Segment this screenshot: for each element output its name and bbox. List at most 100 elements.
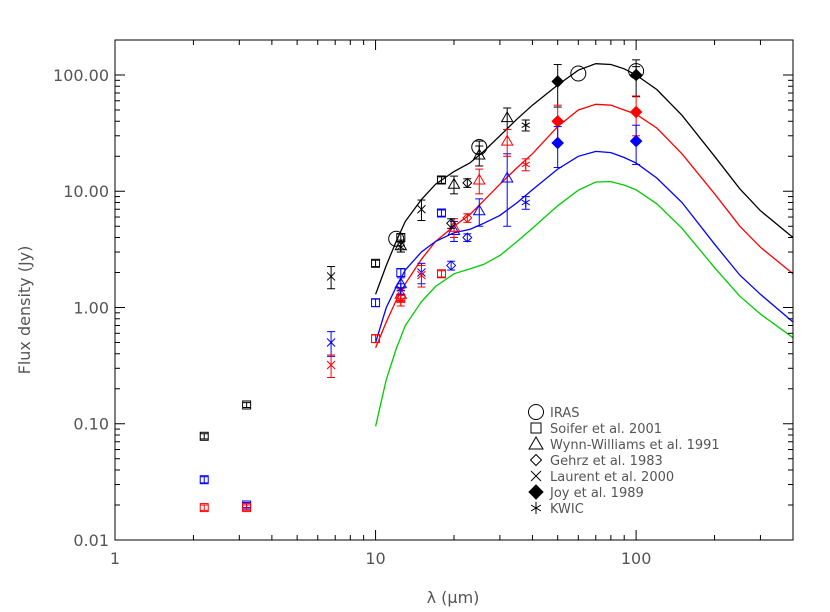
legend-label: KWIC [550, 502, 584, 517]
square-marker [371, 298, 381, 308]
circle-marker [388, 230, 405, 247]
legend-item: Wynn-Williams et al. 1991 [528, 436, 720, 453]
filled-diamond-marker [528, 484, 544, 500]
data-point [417, 199, 426, 222]
data-point [500, 153, 514, 227]
data-points [199, 59, 645, 513]
data-point [242, 400, 252, 410]
asterisk-marker [396, 295, 406, 306]
square-marker [371, 258, 381, 268]
asterisk-marker [530, 502, 542, 514]
triangle-marker [472, 173, 486, 185]
data-point [462, 212, 473, 223]
data-point [447, 175, 461, 195]
data-point [396, 268, 406, 278]
asterisk-marker [521, 120, 530, 130]
legend-item: IRAS [528, 404, 580, 421]
diamond-marker [462, 232, 473, 243]
filled-diamond-marker [629, 134, 643, 148]
data-point [436, 269, 446, 279]
diamond-marker [446, 218, 457, 229]
data-point [500, 128, 514, 157]
triangle-marker [500, 111, 514, 123]
triangle-marker [500, 134, 514, 146]
data-point [242, 503, 252, 513]
square-marker [242, 503, 252, 513]
data-point [199, 431, 209, 441]
data-point [199, 475, 209, 485]
x-tick-label: 100 [621, 549, 652, 568]
filled-diamond-marker [551, 75, 564, 88]
data-point [396, 283, 406, 295]
data-point [446, 218, 457, 229]
y-tick-label: 0.01 [73, 531, 109, 550]
circle-marker [570, 65, 587, 82]
y-tick-label: 0.10 [73, 415, 109, 434]
legend-label: Wynn-Williams et al. 1991 [550, 438, 720, 453]
square-marker [436, 208, 446, 218]
x-tick-label: 10 [365, 549, 385, 568]
diamond-marker [462, 177, 473, 188]
data-point [551, 126, 564, 169]
y-tick-label: 10.00 [63, 182, 109, 201]
cross-marker [417, 270, 426, 280]
legend-label: Gehrz et al. 1983 [550, 454, 663, 469]
triangle-marker [472, 204, 486, 216]
data-point [326, 354, 336, 378]
legend-label: Laurent et al. 2000 [550, 470, 674, 485]
cross-marker [417, 204, 426, 214]
legend-label: Joy et al. 1989 [549, 486, 644, 501]
x-axis-ticks: 1 10 100 [110, 40, 794, 568]
diamond-marker [446, 260, 457, 271]
square-marker [436, 269, 446, 279]
data-point [521, 196, 530, 210]
legend-item: KWIC [530, 502, 584, 517]
filled-diamond-marker [629, 68, 643, 82]
data-point [472, 145, 486, 167]
triangle-marker [528, 436, 544, 450]
legend-item: Joy et al. 1989 [528, 484, 644, 501]
data-point [396, 294, 406, 307]
data-point [462, 177, 473, 188]
data-point [417, 264, 426, 288]
diamond-marker [529, 453, 543, 467]
data-point [446, 260, 457, 271]
cross-marker [326, 338, 336, 347]
square-marker [436, 175, 446, 185]
filled-diamond-marker [551, 136, 564, 150]
triangle-marker [500, 171, 514, 183]
cross-marker [326, 272, 336, 281]
y-tick-label: 1.00 [73, 298, 109, 317]
data-point [371, 334, 381, 344]
legend-label: Soifer et al. 2001 [550, 422, 662, 437]
legend-item: Soifer et al. 2001 [530, 422, 662, 437]
square-marker [242, 400, 252, 410]
data-point [436, 208, 446, 218]
diamond-marker [462, 212, 473, 223]
x-tick-label: 1 [110, 549, 120, 568]
data-point [629, 124, 643, 165]
legend-item: Gehrz et al. 1983 [529, 453, 663, 469]
cross-marker [326, 360, 336, 370]
asterisk-marker [521, 197, 530, 208]
filled-diamond-marker [629, 105, 643, 119]
data-point [436, 175, 446, 185]
legend-label: IRAS [550, 406, 580, 421]
data-point [371, 298, 381, 308]
square-marker [530, 422, 542, 434]
data-point [472, 198, 486, 227]
cross-marker [530, 470, 542, 482]
data-point [521, 158, 530, 172]
data-point [462, 232, 473, 243]
circle-marker [528, 404, 544, 420]
square-marker [199, 431, 209, 441]
square-marker [396, 268, 406, 278]
y-tick-label: 100.00 [53, 66, 109, 85]
data-point [396, 242, 406, 253]
blue-model-curve [374, 150, 794, 343]
asterisk-marker [396, 283, 406, 294]
y-axis-ticks: 0.01 0.10 1.00 10.00 100.00 [53, 39, 793, 550]
data-point [472, 168, 486, 195]
triangle-marker [472, 148, 486, 160]
data-point [326, 266, 336, 290]
